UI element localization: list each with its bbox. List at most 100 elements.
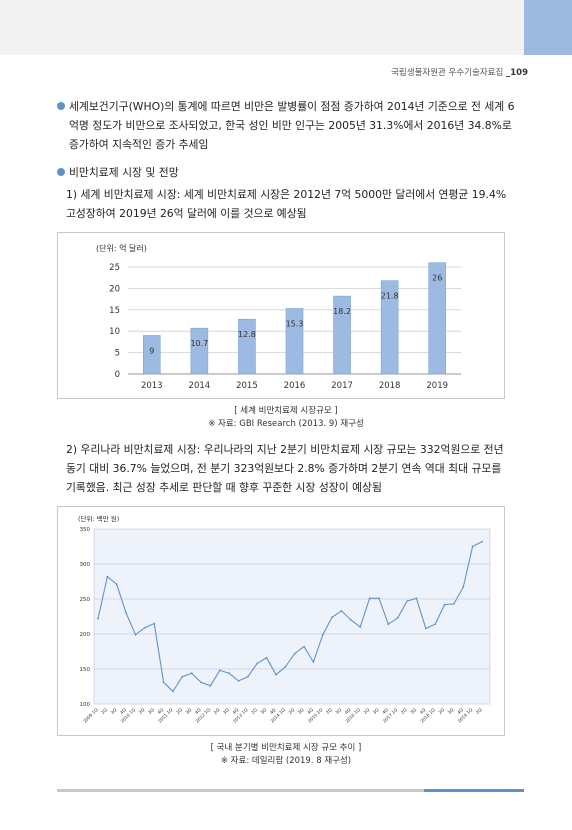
chart2-x-tick-label: 2Q xyxy=(475,707,484,716)
chart2-data-point xyxy=(115,583,118,586)
chart1-caption: [ 세계 비만치료제 시장규모 ] xyxy=(234,406,338,416)
chart1-source: ※ 자료: GBI Research (2013. 9) 재구성 xyxy=(208,419,364,429)
chart1-bar xyxy=(190,327,209,375)
chart2-data-point xyxy=(340,610,343,612)
chart2-x-tick-label: 4Q xyxy=(344,707,353,716)
chart1-x-tick-label: 2013 xyxy=(141,381,163,391)
chart1-data-label: 21.8 xyxy=(381,292,399,301)
bullet-dot-icon xyxy=(57,102,65,110)
page-number: _109 xyxy=(506,68,528,78)
bullet-obesity-stats: 세계보건기구(WHO)의 통계에 따르면 비만은 발병률이 점점 증가하여 20… xyxy=(57,97,517,154)
running-header: 국립생물자원관 우수기술자료집 _109 xyxy=(391,66,528,78)
chart1-data-label: 18.2 xyxy=(333,307,351,316)
chart1-data-label: 12.8 xyxy=(238,330,256,339)
chart2-x-tick-label: 2Q xyxy=(138,707,147,716)
chart2-y-tick-label: 250 xyxy=(80,597,91,603)
chart2-data-point xyxy=(143,626,146,629)
chart1-bar xyxy=(428,262,447,375)
chart2-source: ※ 자료: 데일리팜 (2019. 8 재구성) xyxy=(220,756,352,766)
chart-korea-market-box: (단위: 백만 원) 100 150 200 250 300 350 2009 1Q 2Q 3Q 4… xyxy=(57,506,505,736)
chart2-data-point xyxy=(172,690,174,693)
chart1-y-tick-label: 15 xyxy=(109,306,120,316)
chart2-data-point xyxy=(97,617,99,620)
chart2-data-point xyxy=(153,622,156,625)
chart1-x-tick-label: 2018 xyxy=(379,381,401,391)
chart2-data-point xyxy=(293,652,296,655)
chart1-data-label: 9 xyxy=(149,346,154,355)
bullet-dot-icon xyxy=(57,168,65,176)
chart2-data-point xyxy=(462,586,465,588)
paragraph-korea-market: 2) 우리나라 비만치료제 시장: 우리나라의 지난 2분기 비만치료제 시장 … xyxy=(66,443,504,494)
chart2-x-tick-label: 2Q xyxy=(288,707,297,716)
chart2-data-point xyxy=(275,673,277,676)
chart1-bar xyxy=(333,295,351,375)
chart2-x-tick-label: 2Q xyxy=(213,707,222,716)
chart1-bar xyxy=(380,280,399,375)
chart2-data-point xyxy=(424,627,427,630)
chart2-data-point xyxy=(434,623,437,626)
chart2-x-tick-label: 2Q xyxy=(362,707,371,716)
chart2-x-tick-label: 3Q xyxy=(447,707,456,716)
chart2-x-tick-label: 4Q xyxy=(194,707,203,716)
chart2-x-tick-label: 3Q xyxy=(147,707,156,716)
chart2-data-point xyxy=(321,633,324,636)
chart2-x-tick-label: 3Q xyxy=(185,707,194,716)
chart2-data-point xyxy=(378,597,380,600)
chart2-data-point xyxy=(303,645,305,648)
chart2-x-tick-label: 2Q xyxy=(437,707,446,716)
chart2-data-point xyxy=(284,666,287,668)
chart2-x-tick-label: 3Q xyxy=(259,707,268,716)
chart2-x-tick-label: 3Q xyxy=(372,707,381,716)
chart2-data-point xyxy=(209,684,212,687)
chart2-data-point xyxy=(349,619,352,621)
chart1-data-label: 10.7 xyxy=(190,339,208,348)
chart2-x-tick-label: 3Q xyxy=(110,707,119,716)
chart2-data-point xyxy=(443,603,446,606)
chart1-x-tick-label: 2016 xyxy=(284,381,306,391)
chart2-x-tick-label: 3Q xyxy=(334,707,343,716)
chart2-data-point xyxy=(200,681,202,684)
chart2-data-point xyxy=(415,597,418,600)
chart2-x-tick-label: 2Q xyxy=(325,707,334,716)
chart2-data-point xyxy=(190,672,193,675)
chart2-data-point xyxy=(125,612,127,614)
chart2-plot-area xyxy=(93,528,491,705)
chart2-y-tick-label: 200 xyxy=(80,632,91,638)
chart2-x-tick-label: 4Q xyxy=(231,707,240,716)
paragraph-global-market: 1) 세계 비만치료제 시장: 세계 비만치료제 시장은 2012년 7억 50… xyxy=(66,188,507,220)
chart1-y-tick-label: 5 xyxy=(115,349,120,359)
chart2-data-point xyxy=(246,675,249,678)
chart2-y-tick-label: 100 xyxy=(80,702,91,708)
chart2-x-tick-label: 2Q xyxy=(100,707,109,716)
chart1-data-label: 26 xyxy=(432,274,442,283)
chart-global-market: (단위: 억 달러) 0 5 10 15 20 25 9 2013 10.7 2014 12.8 201… xyxy=(96,243,461,391)
chart2-x-tick-label: 4Q xyxy=(306,707,315,716)
chart2-y-tick-label: 350 xyxy=(80,527,91,533)
chart1-bar xyxy=(238,318,256,375)
chart1-y-tick-label: 0 xyxy=(115,370,120,380)
chart2-caption: [ 국내 분기별 비만치료제 시장 규모 추이 ] xyxy=(210,743,362,753)
chart2-data-point xyxy=(106,575,109,578)
chart1-x-tick-label: 2014 xyxy=(189,381,211,391)
chart2-data-point xyxy=(396,617,399,619)
chart1-y-tick-label: 20 xyxy=(109,284,120,294)
chart2-data-point xyxy=(359,626,362,628)
chart2-y-tick-label: 150 xyxy=(80,667,91,673)
bullet-text: 세계보건기구(WHO)의 통계에 따르면 비만은 발병률이 점점 증가하여 20… xyxy=(69,100,515,151)
chart2-data-point xyxy=(265,656,268,659)
chart2-x-tick-label: 4Q xyxy=(156,707,165,716)
chart1-data-label: 15.3 xyxy=(286,320,304,329)
running-header-title: 국립생물자원관 우수기술자료집 xyxy=(391,68,504,78)
chart2-x-tick-label: 4Q xyxy=(456,707,465,716)
chart1-y-tick-label: 25 xyxy=(109,263,120,273)
chart2-data-point xyxy=(387,623,390,626)
chart2-data-point xyxy=(331,616,334,619)
chart1-unit-label: (단위: 억 달러) xyxy=(96,243,147,253)
chart1-y-tick-label: 10 xyxy=(109,327,120,337)
chart2-x-tick-label: 3Q xyxy=(222,707,231,716)
chart2-x-tick-label: 4Q xyxy=(419,707,428,716)
chart2-data-point xyxy=(453,603,455,605)
chart2-data-point xyxy=(218,669,221,672)
chart1-x-tick-label: 2017 xyxy=(331,381,353,391)
